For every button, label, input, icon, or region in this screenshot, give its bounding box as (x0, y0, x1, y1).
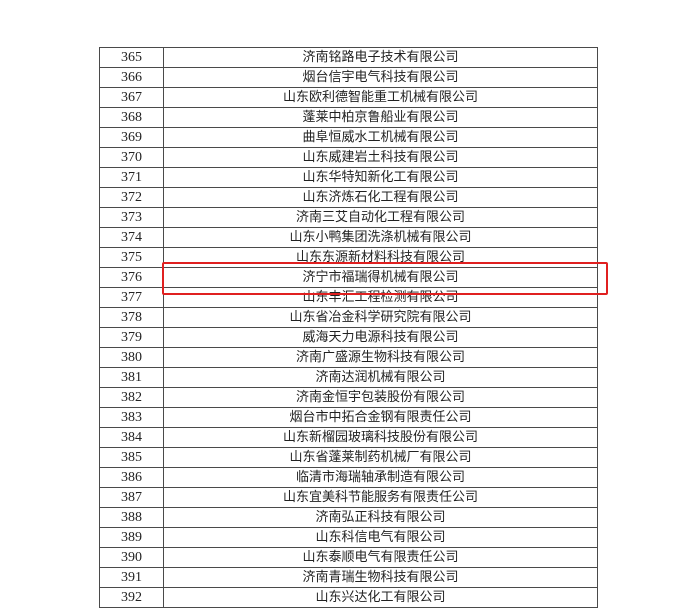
row-number: 365 (99, 47, 164, 68)
row-number: 386 (99, 467, 164, 488)
company-name: 济南广盛源生物科技有限公司 (163, 347, 598, 368)
row-number: 370 (99, 147, 164, 168)
row-number: 379 (99, 327, 164, 348)
table-row: 380 济南广盛源生物科技有限公司 (99, 347, 598, 368)
table-body: 365 济南铭路电子技术有限公司 366 烟台信宇电气科技有限公司 367 山东欧利德智能… (99, 47, 598, 608)
table-row: 365 济南铭路电子技术有限公司 (99, 47, 598, 68)
row-number: 371 (99, 167, 164, 188)
table-row: 385 山东省蓬莱制药机械厂有限公司 (99, 447, 598, 468)
row-number: 385 (99, 447, 164, 468)
row-number: 388 (99, 507, 164, 528)
company-name: 济南青瑞生物科技有限公司 (163, 567, 598, 588)
table-row: 378 山东省冶金科学研究院有限公司 (99, 307, 598, 328)
company-name: 山东兴达化工有限公司 (163, 587, 598, 608)
company-name: 济南三艾自动化工程有限公司 (163, 207, 598, 228)
table-row: 390 山东泰顺电气有限责任公司 (99, 547, 598, 568)
company-name: 山东威建岩土科技有限公司 (163, 147, 598, 168)
row-number: 391 (99, 567, 164, 588)
row-number: 375 (99, 247, 164, 268)
row-number: 392 (99, 587, 164, 608)
row-number: 389 (99, 527, 164, 548)
row-number: 380 (99, 347, 164, 368)
table-row: 382 济南金恒宇包装股份有限公司 (99, 387, 598, 408)
row-number: 390 (99, 547, 164, 568)
company-name: 山东科信电气有限公司 (163, 527, 598, 548)
company-name: 济南金恒宇包装股份有限公司 (163, 387, 598, 408)
row-number: 383 (99, 407, 164, 428)
row-number: 377 (99, 287, 164, 308)
company-name: 山东小鸭集团洗涤机械有限公司 (163, 227, 598, 248)
table-row: 377 山东丰汇工程检测有限公司 (99, 287, 598, 308)
table-row: 370 山东威建岩土科技有限公司 (99, 147, 598, 168)
table-row: 372 山东济炼石化工程有限公司 (99, 187, 598, 208)
table-row: 388 济南弘正科技有限公司 (99, 507, 598, 528)
table-row: 367 山东欧利德智能重工机械有限公司 (99, 87, 598, 108)
row-number: 368 (99, 107, 164, 128)
table-row: 383 烟台市中拓合金钢有限责任公司 (99, 407, 598, 428)
table-row: 392 山东兴达化工有限公司 (99, 587, 598, 608)
company-name: 山东省冶金科学研究院有限公司 (163, 307, 598, 328)
company-name: 济宁市福瑞得机械有限公司 (163, 267, 598, 288)
table-row: 379 威海天力电源科技有限公司 (99, 327, 598, 348)
table-row: 374 山东小鸭集团洗涤机械有限公司 (99, 227, 598, 248)
row-number: 378 (99, 307, 164, 328)
company-name: 山东丰汇工程检测有限公司 (163, 287, 598, 308)
company-name: 山东泰顺电气有限责任公司 (163, 547, 598, 568)
company-name: 山东新榴园玻璃科技股份有限公司 (163, 427, 598, 448)
row-number: 376 (99, 267, 164, 288)
company-name: 临清市海瑞轴承制造有限公司 (163, 467, 598, 488)
table-row: 371 山东华特知新化工有限公司 (99, 167, 598, 188)
table-row: 366 烟台信宇电气科技有限公司 (99, 67, 598, 88)
row-number: 382 (99, 387, 164, 408)
table-row: 384 山东新榴园玻璃科技股份有限公司 (99, 427, 598, 448)
row-number: 367 (99, 87, 164, 108)
company-name: 济南弘正科技有限公司 (163, 507, 598, 528)
table-row-highlighted: 376 济宁市福瑞得机械有限公司 (99, 267, 598, 288)
table-row: 368 蓬莱中柏京鲁船业有限公司 (99, 107, 598, 128)
row-number: 381 (99, 367, 164, 388)
row-number: 369 (99, 127, 164, 148)
company-name: 烟台市中拓合金钢有限责任公司 (163, 407, 598, 428)
table-row: 386 临清市海瑞轴承制造有限公司 (99, 467, 598, 488)
row-number: 374 (99, 227, 164, 248)
table-row: 369 曲阜恒威水工机械有限公司 (99, 127, 598, 148)
row-number: 373 (99, 207, 164, 228)
company-name: 山东宜美科节能服务有限责任公司 (163, 487, 598, 508)
row-number: 387 (99, 487, 164, 508)
table-row: 387 山东宜美科节能服务有限责任公司 (99, 487, 598, 508)
company-name: 济南铭路电子技术有限公司 (163, 47, 598, 68)
company-name: 蓬莱中柏京鲁船业有限公司 (163, 107, 598, 128)
company-list-table: 365 济南铭路电子技术有限公司 366 烟台信宇电气科技有限公司 367 山东欧利德智能… (99, 47, 598, 608)
company-name: 威海天力电源科技有限公司 (163, 327, 598, 348)
table-row: 389 山东科信电气有限公司 (99, 527, 598, 548)
company-name: 山东欧利德智能重工机械有限公司 (163, 87, 598, 108)
table-row: 373 济南三艾自动化工程有限公司 (99, 207, 598, 228)
company-name: 曲阜恒威水工机械有限公司 (163, 127, 598, 148)
table-row: 381 济南达润机械有限公司 (99, 367, 598, 388)
company-name: 济南达润机械有限公司 (163, 367, 598, 388)
row-number: 366 (99, 67, 164, 88)
company-name: 山东济炼石化工程有限公司 (163, 187, 598, 208)
company-name: 山东华特知新化工有限公司 (163, 167, 598, 188)
company-name: 山东省蓬莱制药机械厂有限公司 (163, 447, 598, 468)
company-name: 烟台信宇电气科技有限公司 (163, 67, 598, 88)
row-number: 384 (99, 427, 164, 448)
row-number: 372 (99, 187, 164, 208)
table-row: 391 济南青瑞生物科技有限公司 (99, 567, 598, 588)
company-name: 山东东源新材料科技有限公司 (163, 247, 598, 268)
table-row: 375 山东东源新材料科技有限公司 (99, 247, 598, 268)
